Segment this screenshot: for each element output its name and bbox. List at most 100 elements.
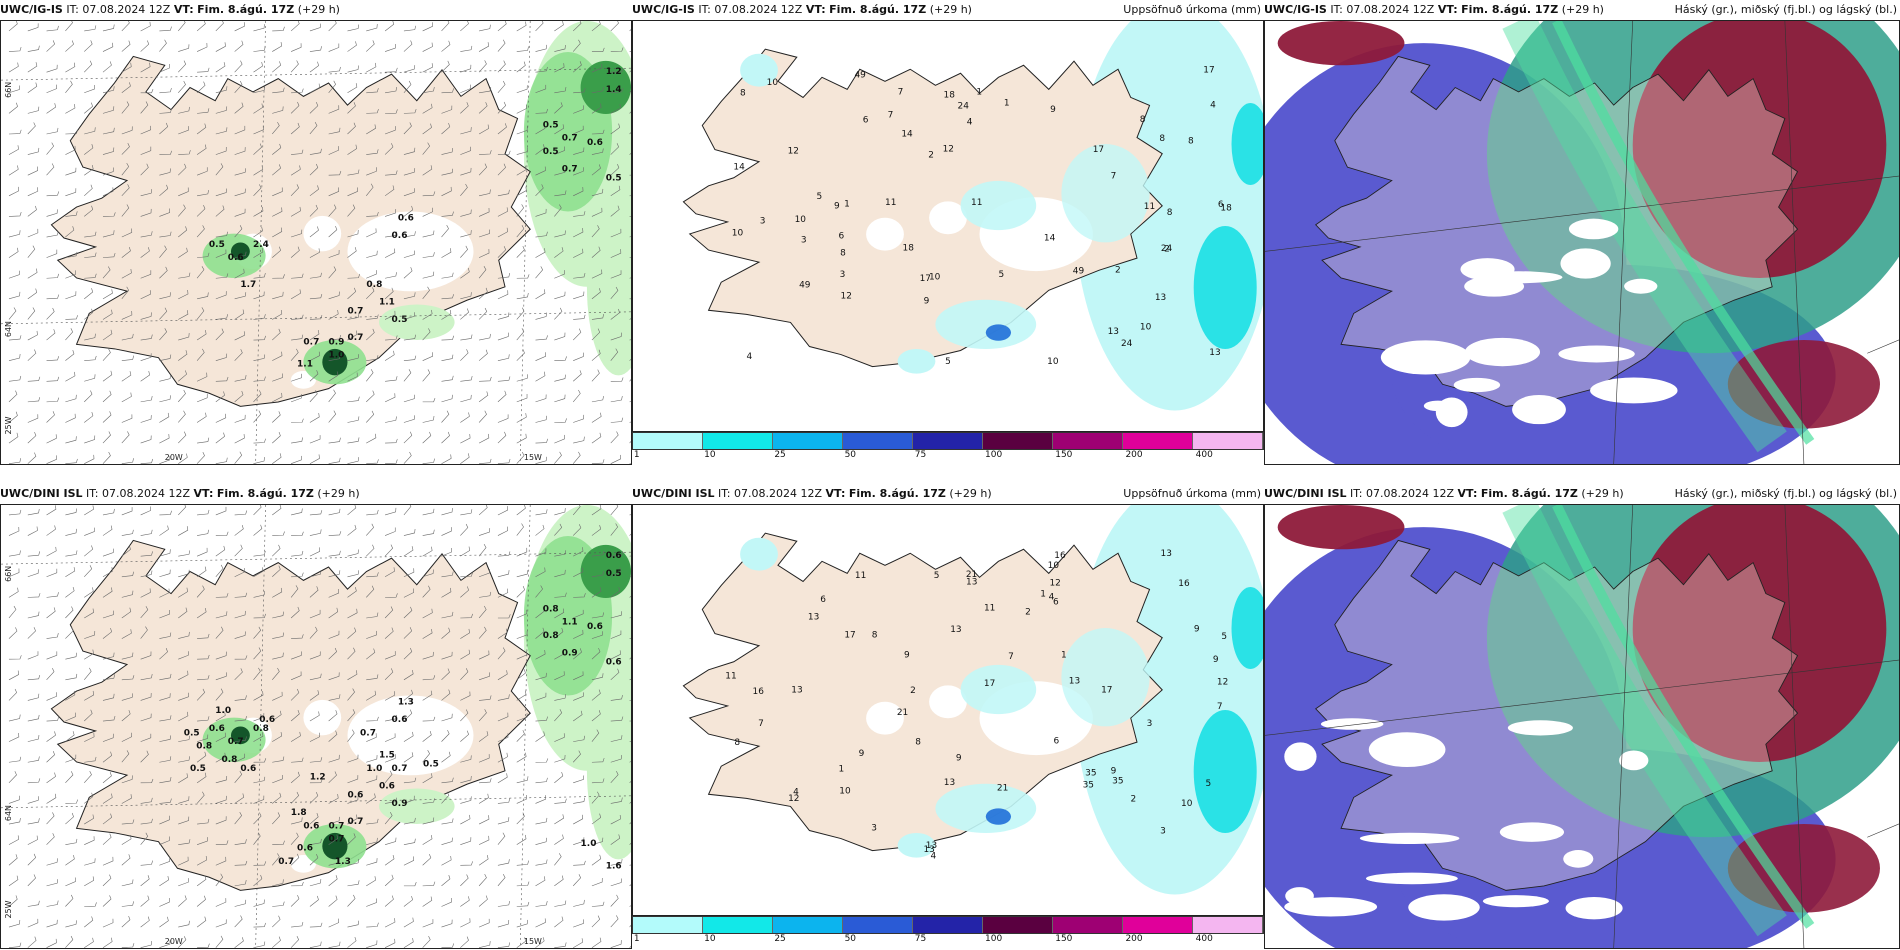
wind-barb xyxy=(384,185,395,197)
precip-value-label: 0.6 xyxy=(228,253,244,263)
wind-barb xyxy=(121,590,134,598)
wind-barb xyxy=(610,205,620,217)
wind-barb xyxy=(272,392,283,403)
wind-barb xyxy=(272,143,282,155)
wind-barb xyxy=(197,529,209,536)
wind-barb xyxy=(140,875,150,887)
wind-barb xyxy=(309,454,320,464)
legend-tick-label: 400 xyxy=(1195,450,1213,460)
wind-barb xyxy=(460,334,473,341)
precip-value-label: 13 xyxy=(926,841,937,851)
precip-value-label: 1 xyxy=(838,765,844,775)
wind-barb xyxy=(554,356,567,361)
precip-value-label: 17 xyxy=(984,679,995,689)
wind-barb xyxy=(65,855,75,866)
wind-barb xyxy=(328,354,341,361)
wind-barb xyxy=(215,127,228,135)
wind-barb xyxy=(573,710,583,722)
clear-patch xyxy=(1285,887,1314,905)
wind-barb xyxy=(422,817,435,825)
precip-area xyxy=(897,833,936,858)
wind-barb xyxy=(535,716,548,722)
wind-barb xyxy=(121,819,135,825)
iceland-land xyxy=(682,532,1163,852)
wind-barb xyxy=(234,915,243,928)
wind-barb xyxy=(478,709,487,722)
wind-rain-map[interactable]: 0.8 1.1 0.6 0.8 0.9 0.6 0.6 0.5 0.6 1.3 1.0 0.9 0.6 0… xyxy=(0,504,632,949)
precip-value-label: 4 xyxy=(793,787,799,797)
clear-patch xyxy=(1284,742,1317,771)
wind-barb xyxy=(610,797,623,804)
wind-barb xyxy=(272,26,285,32)
wind-barb xyxy=(460,918,471,928)
wind-barb xyxy=(497,551,511,557)
init-time: 07.08.2024 12Z xyxy=(714,3,803,16)
wind-barb xyxy=(8,390,18,403)
wind-barb xyxy=(516,433,527,444)
wind-barb xyxy=(497,900,510,907)
wind-barb xyxy=(102,127,115,135)
wind-barb xyxy=(422,529,435,536)
wind-barb xyxy=(234,102,244,114)
wind-barb xyxy=(121,732,133,742)
wind-barb xyxy=(441,777,454,784)
wind-barb xyxy=(328,816,340,825)
wind-barb xyxy=(215,506,227,516)
wind-barb xyxy=(27,166,38,176)
cloud-map[interactable] xyxy=(1264,20,1900,465)
wind-barb xyxy=(403,205,414,217)
wind-barb xyxy=(65,315,78,320)
wind-barb xyxy=(46,633,59,639)
precip-value-label: 12 xyxy=(943,144,954,154)
wind-barb xyxy=(422,569,434,578)
wind-barb xyxy=(384,627,394,639)
wind-barb xyxy=(441,211,454,217)
cloud-map[interactable] xyxy=(1264,504,1900,949)
wind-barb xyxy=(84,902,97,907)
wind-barb xyxy=(140,458,154,464)
precip-value-label: 5 xyxy=(945,357,951,367)
wind-barb xyxy=(572,524,582,536)
wind-barb xyxy=(422,675,436,681)
high-cloud-area xyxy=(1277,21,1405,66)
precip-value-label: 10 xyxy=(732,228,744,238)
clear-patch xyxy=(1435,397,1468,428)
wind-barb xyxy=(610,894,619,907)
wind-rain-map[interactable]: 0.5 0.7 0.6 0.5 0.7 0.5 1.2 1.4 0.6 0.6 0.8 0.5 1.1 0… xyxy=(0,20,632,465)
wind-barb xyxy=(460,613,473,619)
wind-barb xyxy=(403,168,416,176)
wind-barb xyxy=(65,436,77,444)
wind-barb xyxy=(46,505,57,516)
precip-map[interactable]: 1 1 1 2 2 2 3 3 3 4 4 4 5 5 5 6 6 6 7 7 7 8 8 8 9 9 9 10 10 10 11 11 11 1… xyxy=(632,20,1264,432)
wind-barb xyxy=(478,605,487,619)
precip-value-label: 5 xyxy=(1205,779,1211,789)
wind-barb xyxy=(102,106,115,114)
wind-barb xyxy=(441,627,451,639)
wind-barb xyxy=(554,124,565,135)
wind-barb xyxy=(46,750,55,763)
wind-barb xyxy=(8,165,19,176)
wind-barb xyxy=(159,815,170,825)
wind-barb xyxy=(46,651,58,660)
wind-barb xyxy=(290,101,300,114)
legend-tick-label: 25 xyxy=(774,450,786,460)
wind-barb xyxy=(535,650,546,660)
wind-barb xyxy=(84,667,92,681)
precip-area xyxy=(740,53,778,87)
wind-barb xyxy=(253,776,266,784)
precip-value-label: 3 xyxy=(760,217,766,227)
wind-barb xyxy=(272,915,281,928)
wind-barb xyxy=(234,839,247,845)
wind-barb xyxy=(272,840,285,845)
wind-barb xyxy=(403,505,412,516)
precip-map[interactable]: 1 1 1 2 2 2 3 3 3 4 4 4 5 5 5 6 6 6 7 7 7 8 8 8 9 9 9 10 10 10 11 11 11 1… xyxy=(632,504,1264,916)
precip-area xyxy=(985,324,1011,341)
precip-value-label: 0.9 xyxy=(392,799,408,809)
wind-barb xyxy=(140,693,152,701)
wind-barb xyxy=(591,349,601,361)
wind-barb xyxy=(159,898,170,907)
wind-barb xyxy=(253,647,262,660)
wind-barb xyxy=(140,231,153,238)
wind-barb xyxy=(591,837,604,845)
precip-value-label: 4 xyxy=(746,352,752,362)
